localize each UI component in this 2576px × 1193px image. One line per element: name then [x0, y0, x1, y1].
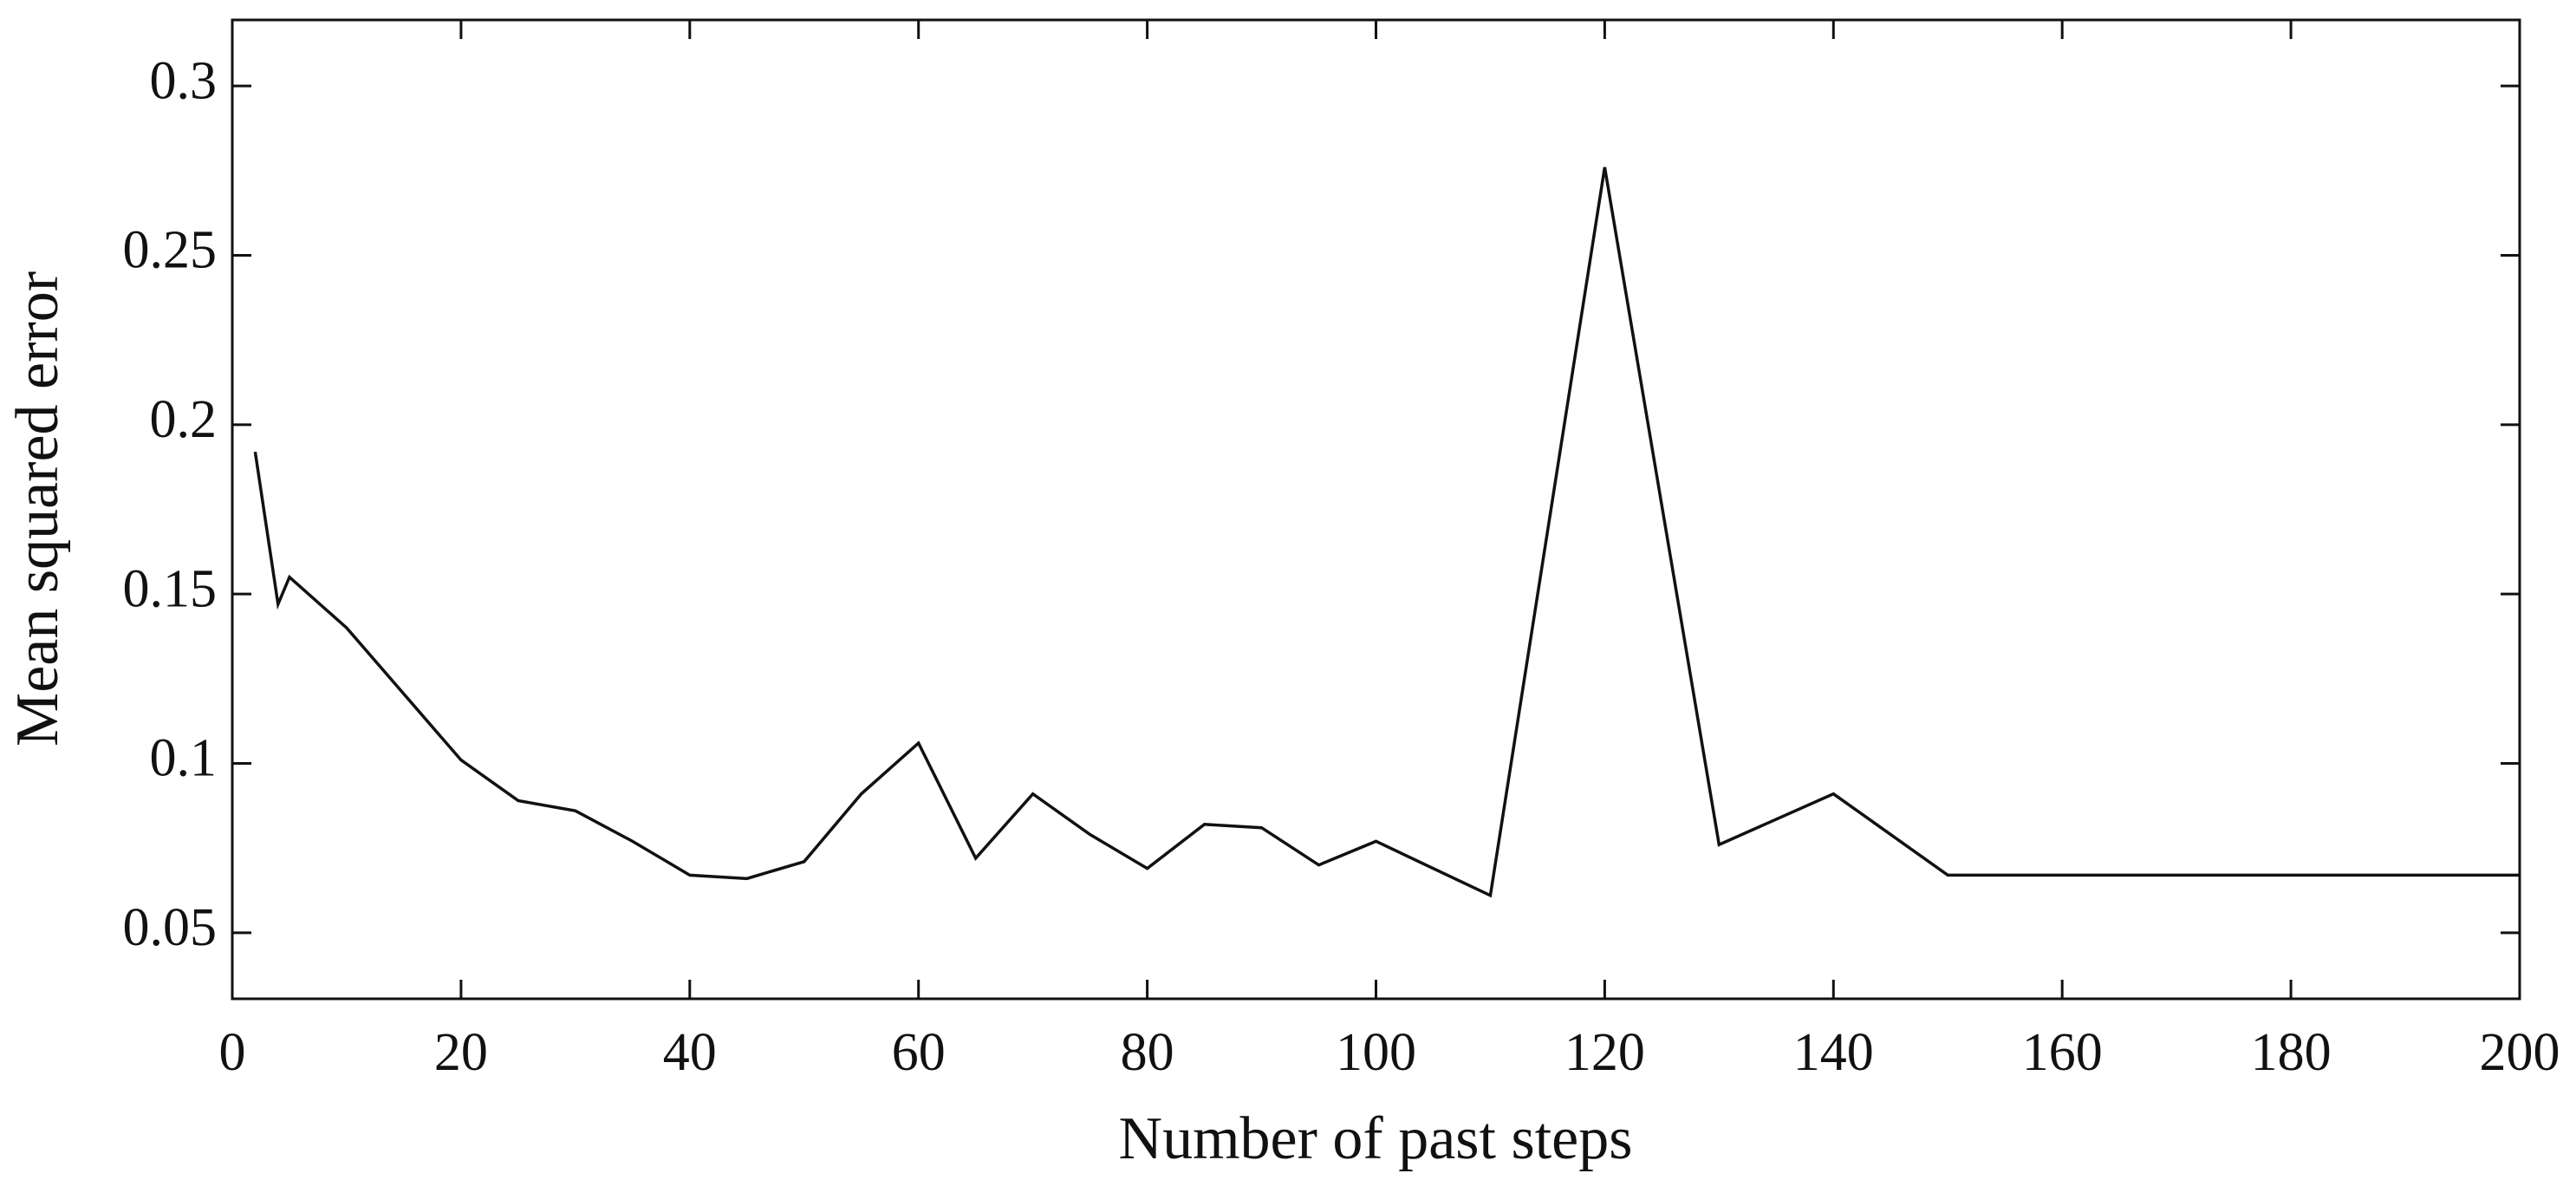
x-tick-label: 160	[2022, 1023, 2103, 1082]
data-line	[253, 166, 2520, 898]
x-tick-label: 40	[663, 1023, 717, 1082]
y-tick-label: 0.3	[150, 51, 218, 110]
y-tick-label: 0.2	[150, 390, 218, 449]
y-tick-label: 0.15	[123, 559, 218, 618]
x-tick-label: 80	[1121, 1023, 1174, 1082]
y-axis-label: Mean squared error	[4, 271, 71, 746]
x-tick-label: 140	[1793, 1023, 1874, 1082]
y-tick-label: 0.05	[123, 898, 218, 957]
x-tick-label: 60	[892, 1023, 946, 1082]
x-tick-label: 0	[219, 1023, 246, 1082]
y-tick-label: 0.25	[123, 221, 218, 280]
x-tick-label: 20	[434, 1023, 488, 1082]
x-tick-label: 120	[1564, 1023, 1645, 1082]
x-axis-label: Number of past steps	[1119, 1105, 1633, 1172]
plot-frame	[231, 18, 2521, 1001]
y-tick-label: 0.1	[150, 729, 218, 788]
x-tick-label: 100	[1336, 1023, 1416, 1082]
x-tick-label: 180	[2251, 1023, 2332, 1082]
x-tick-label: 200	[2480, 1023, 2560, 1082]
